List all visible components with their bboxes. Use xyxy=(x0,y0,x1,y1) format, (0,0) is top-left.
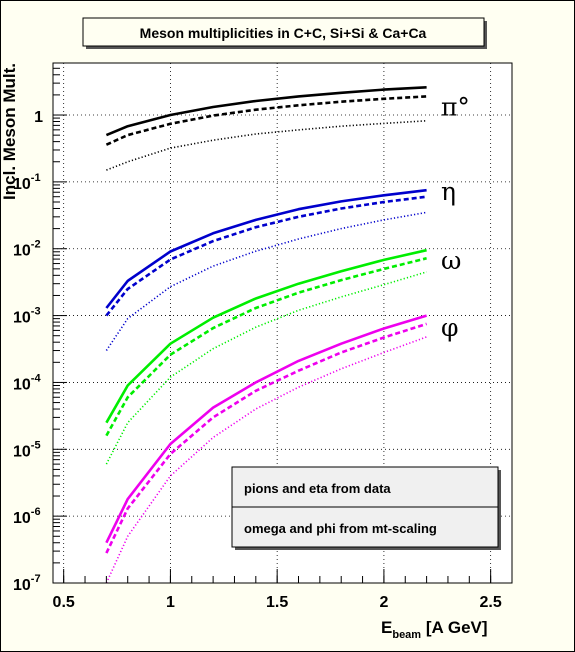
y-tick-exponent: -5 xyxy=(31,439,41,451)
y-tick-base: 10 xyxy=(13,577,31,594)
y-tick-label: 10-7 xyxy=(13,573,41,594)
legend-entry-data: pions and eta from data xyxy=(244,481,391,496)
legend-entry-mt-scaling: omega and phi from mt-scaling xyxy=(244,521,437,536)
y-axis-label: Incl. Meson Mult. xyxy=(1,63,19,200)
y-tick-label: 10-5 xyxy=(13,439,41,460)
y-tick-label: 10-3 xyxy=(13,306,41,327)
curve-3-solid xyxy=(105,314,427,544)
y-tick-exponent: -2 xyxy=(31,239,41,251)
y-tick-exponent: -4 xyxy=(31,372,42,384)
legend: pions and eta from data omega and phi fr… xyxy=(231,466,501,550)
curve-labels: π° η ω φ xyxy=(441,92,470,342)
x-tick-label: 1.5 xyxy=(266,594,288,611)
curve-label-2: ω xyxy=(441,246,461,275)
y-tick-label: 1 xyxy=(34,109,43,126)
y-tick-base: 1 xyxy=(34,109,43,126)
y-tick-exponent: -3 xyxy=(31,306,41,318)
y-tick-base: 10 xyxy=(13,243,31,260)
x-axis-label-main: E xyxy=(381,618,392,637)
tick-labels: 0.5 1 1.5 2 2.510-710-610-510-410-310-210-11 xyxy=(13,109,502,611)
x-tick-label: 2 xyxy=(379,594,388,611)
y-tick-base: 10 xyxy=(13,376,31,393)
curve-2-dotted xyxy=(105,271,427,465)
y-tick-exponent: -6 xyxy=(31,506,41,518)
curve-1-solid xyxy=(105,188,427,309)
curves xyxy=(105,86,427,584)
title-box xyxy=(82,17,485,47)
curve-0-solid xyxy=(105,86,427,137)
curve-3-dashed xyxy=(105,322,427,554)
chart-title: Meson multiplicities in C+C, Si+Si & Ca+… xyxy=(140,25,427,41)
y-tick-exponent: -1 xyxy=(31,172,41,184)
curve-2-dashed xyxy=(105,257,427,437)
curve-0-dashed xyxy=(105,95,427,146)
axis-ticks xyxy=(53,62,492,584)
y-tick-exponent: -7 xyxy=(31,573,41,585)
curve-label-1: η xyxy=(441,177,456,206)
y-tick-base: 10 xyxy=(13,443,31,460)
x-tick-label: 0.5 xyxy=(53,594,75,611)
curve-1-dotted xyxy=(105,211,427,351)
curve-label-0: π° xyxy=(441,92,470,121)
y-tick-label: 10-2 xyxy=(13,239,41,260)
x-tick-label: 1 xyxy=(166,594,175,611)
y-tick-label: 10-1 xyxy=(13,172,41,193)
y-tick-base: 10 xyxy=(13,176,31,193)
curve-0-dotted xyxy=(106,120,427,171)
x-tick-label: 2.5 xyxy=(480,594,502,611)
x-axis-label-unit: [A GeV] xyxy=(421,618,487,637)
y-tick-base: 10 xyxy=(13,510,31,527)
y-tick-label: 10-6 xyxy=(13,506,41,527)
curve-2-solid xyxy=(105,248,427,424)
x-axis-label-sub: beam xyxy=(392,629,421,641)
curve-label-3: φ xyxy=(441,313,459,342)
y-tick-label: 10-4 xyxy=(13,372,41,393)
x-axis-label: Ebeam [A GeV] xyxy=(381,618,488,641)
curve-3-dotted xyxy=(105,336,427,584)
curve-1-dashed xyxy=(105,195,427,317)
y-tick-base: 10 xyxy=(13,310,31,327)
plot-frame xyxy=(52,62,513,584)
